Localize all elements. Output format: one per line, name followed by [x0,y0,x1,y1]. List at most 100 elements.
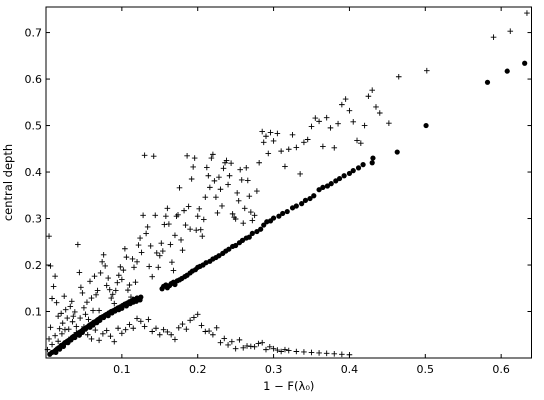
data-point-plus [97,270,104,276]
data-point-plus [187,226,193,233]
data-point-plus [158,240,165,246]
data-point-plus [238,177,245,183]
data-point-plus [81,304,87,311]
x-axis: 0.1 0.2 0.3 0.4 0.5 0.6 [113,7,510,376]
data-point-dot [137,297,143,303]
data-point-plus [259,339,265,346]
data-point-plus [223,157,230,164]
data-point-plus [243,165,250,171]
x-tick-label: 0.6 [492,363,510,376]
data-point-plus [131,264,137,271]
data-point-plus [52,332,58,339]
data-point-dot [246,234,252,240]
data-point-plus [251,344,258,350]
data-point-plus [342,96,349,102]
data-point-plus [191,314,197,321]
data-point-plus [507,28,514,34]
data-point-plus [327,125,334,131]
data-point-plus [55,313,61,319]
data-point-plus [200,216,207,223]
data-point-plus [248,209,254,215]
data-point-dot [504,68,510,74]
data-point-plus [163,213,169,220]
data-point-plus [59,320,66,326]
data-point-plus [100,251,107,258]
data-point-plus [202,194,209,200]
data-point-plus [249,217,256,224]
data-point-dot [233,242,239,249]
data-point-plus [213,194,219,200]
data-point-plus [236,337,243,343]
data-point-plus [266,344,273,350]
data-point-dot [226,246,232,252]
data-point-plus [248,343,254,350]
data-point-plus [72,309,78,315]
data-point-plus [331,351,338,357]
data-point-plus [354,137,360,144]
data-point-dot [350,168,356,174]
data-point-dot [90,322,96,328]
data-point-plus [304,136,311,143]
data-point-plus [335,120,341,127]
data-point-plus [285,347,292,354]
y-axis-label: central depth [1,144,15,221]
data-point-plus [90,307,96,314]
y-tick-label: 0.5 [25,120,43,133]
data-point-plus [58,310,64,317]
data-point-plus [164,205,171,212]
data-point-plus [240,220,247,226]
data-point-plus [241,205,248,212]
data-point-plus [56,325,63,332]
data-point-plus [107,333,114,339]
data-point-plus [219,203,225,209]
data-point-dot [261,222,267,228]
data-point-plus [316,350,322,356]
data-point-plus [126,321,133,328]
data-point-dot [341,173,347,179]
data-point-plus [146,263,152,270]
x-tick-label: 0.2 [189,363,207,376]
data-point-plus [155,264,162,271]
data-point-plus [59,331,65,337]
data-point-plus [524,10,530,16]
data-point-plus [166,221,172,227]
data-point-plus [161,221,168,228]
data-point-plus [168,331,174,338]
data-point-plus [156,252,163,259]
y-tick-label: 0.4 [25,166,43,179]
data-point-plus [75,241,81,248]
data-point-plus [373,104,379,110]
data-point-plus [339,351,345,358]
data-point-plus [119,330,125,337]
data-point-plus [61,293,68,299]
points-layer [44,10,530,358]
data-point-plus [112,287,119,294]
data-point-plus [194,311,201,318]
data-point-plus [169,259,175,266]
data-point-plus [369,87,375,94]
data-point-plus [175,324,182,331]
data-point-plus [108,295,115,301]
data-point-dot [369,160,375,166]
x-tick-label: 0.5 [417,363,435,376]
data-point-plus [123,254,130,260]
data-point-plus [320,143,326,150]
data-point-plus [64,315,71,321]
data-point-plus [323,350,330,357]
data-point-dot [360,162,366,168]
data-point-plus [267,129,274,136]
data-point-plus [297,171,303,177]
data-point-plus [316,118,322,125]
data-point-plus [65,336,72,343]
data-point-plus [52,273,58,279]
data-point-plus [181,207,187,214]
data-point-plus [187,317,193,324]
data-point-plus [49,295,55,302]
data-point-plus [234,190,240,196]
data-point-plus [216,174,222,180]
data-point-dot [270,215,277,221]
y-tick-label: 0.6 [25,73,43,86]
x-tick-label: 0.1 [113,363,131,376]
data-point-plus [115,325,121,332]
data-point-plus [147,243,154,249]
